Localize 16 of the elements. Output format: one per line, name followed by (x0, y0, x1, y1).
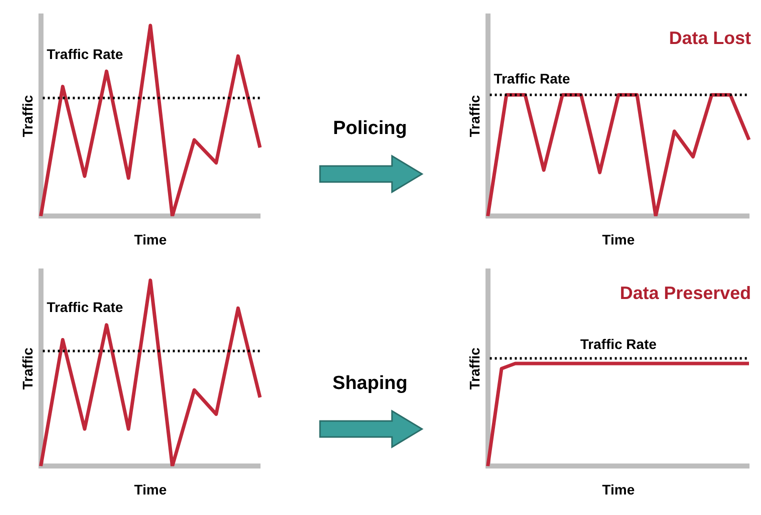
x-axis-title: Time (134, 481, 167, 498)
x-axis-title: Time (602, 481, 635, 498)
text: Policing (332, 118, 408, 140)
y-axis-title: Traffic (19, 347, 36, 390)
text: Data Lost (668, 28, 751, 48)
ref-line-label: Traffic Rate (46, 46, 124, 62)
text: Data Preserved (620, 282, 751, 303)
y-axis-title: Traffic (19, 94, 36, 138)
x-axis-title: Time (134, 231, 167, 248)
y-axis-title: Traffic (466, 94, 482, 138)
x-axis-title: Time (602, 231, 635, 248)
ref-line-label: Traffic Rate (46, 298, 124, 315)
y-axis-title: Traffic (466, 347, 482, 390)
ref-line-label: Traffic Rate (580, 336, 657, 352)
text: Shaping (332, 373, 408, 395)
ref-line-label: Traffic Rate (494, 70, 570, 87)
